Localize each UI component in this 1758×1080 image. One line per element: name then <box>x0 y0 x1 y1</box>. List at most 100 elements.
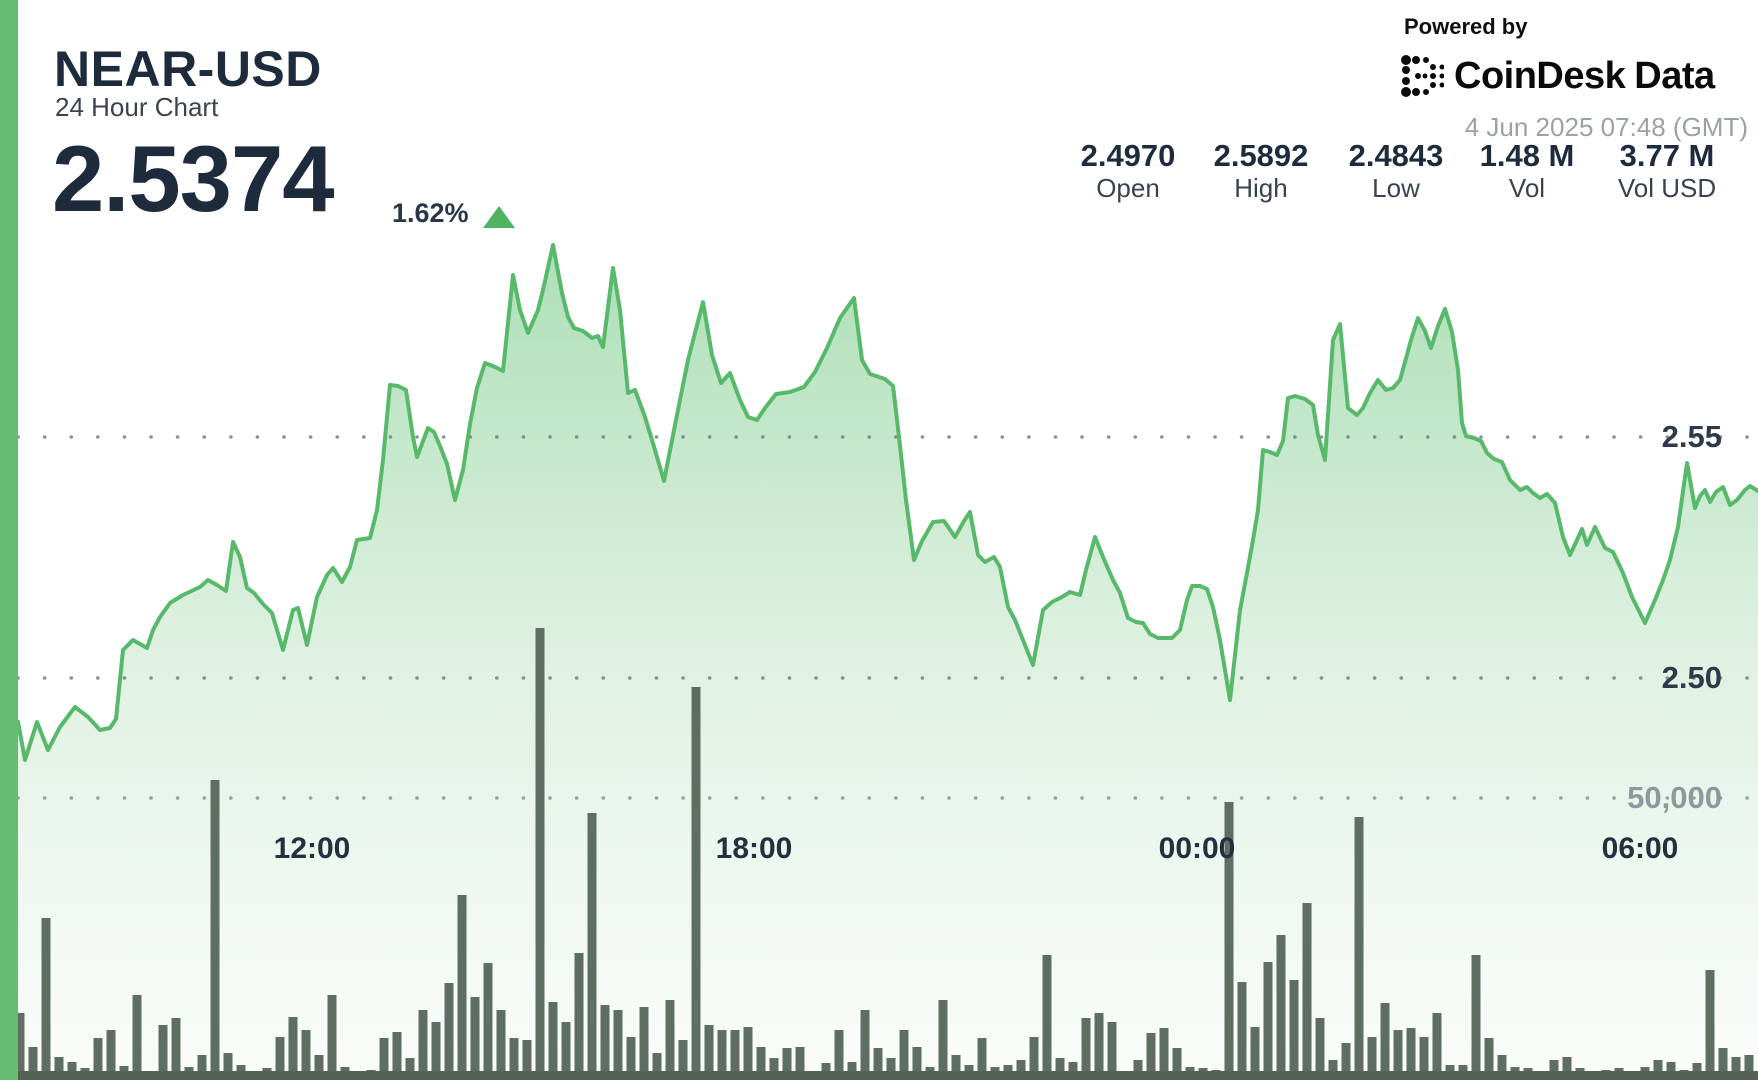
volume-bar <box>1029 1037 1039 1080</box>
volume-bar <box>1107 1022 1117 1080</box>
volume-bar <box>132 995 142 1080</box>
volume-bar <box>769 1058 779 1080</box>
volume-bar <box>717 1030 727 1080</box>
volume-bar <box>743 1027 753 1080</box>
volume-bar <box>587 813 597 1080</box>
volume-bar <box>431 1022 441 1080</box>
chart-timestamp: 4 Jun 2025 07:48 (GMT) <box>1464 112 1748 142</box>
volume-bar <box>301 1030 311 1080</box>
volume-bar <box>548 1002 558 1080</box>
volume-bar <box>782 1048 792 1080</box>
chart-subtitle: 24 Hour Chart <box>55 92 219 122</box>
volume-bar <box>314 1055 324 1080</box>
volume-bar <box>15 1013 25 1080</box>
volume-bar <box>1094 1013 1104 1080</box>
volume-bar <box>470 997 480 1080</box>
volume-bar <box>1497 1055 1507 1080</box>
volume-bar <box>938 1000 948 1080</box>
volume-bar <box>1471 955 1481 1080</box>
volume-bar <box>1016 1060 1026 1080</box>
volume-bar <box>1653 1060 1663 1080</box>
stat-label: Low <box>1372 173 1420 203</box>
volume-bar <box>1328 1060 1338 1080</box>
volume-bar <box>28 1047 38 1080</box>
volume-bar <box>652 1053 662 1080</box>
volume-bar <box>639 1007 649 1080</box>
volume-bar <box>158 1025 168 1080</box>
volume-bar <box>392 1032 402 1080</box>
price-area-fill <box>18 245 1758 1080</box>
volume-bar <box>834 1030 844 1080</box>
volume-bar <box>1484 1038 1494 1080</box>
volume-bar <box>457 895 467 1080</box>
volume-bar <box>41 918 51 1080</box>
volume-bar <box>418 1010 428 1080</box>
powered-by-label: Powered by <box>1404 14 1528 39</box>
stat-value: 1.48 M <box>1479 138 1575 173</box>
volume-bar <box>795 1047 805 1080</box>
volume-bar <box>886 1058 896 1080</box>
volume-bar <box>1042 955 1052 1080</box>
volume-bar <box>327 995 337 1080</box>
price-up-arrow-icon <box>483 206 515 228</box>
symbol-title: NEAR-USD <box>54 41 322 97</box>
volume-bar <box>405 1058 415 1080</box>
stat-label: Vol USD <box>1617 173 1717 203</box>
volume-bar <box>1419 1037 1429 1080</box>
volume-bar <box>379 1038 389 1080</box>
volume-bar <box>899 1030 909 1080</box>
stat-label: Vol <box>1508 173 1546 203</box>
stats-row: 2.4970 Open 2.5892 High 2.4843 Low 1.48 M Vol 3.… <box>0 0 1758 220</box>
volume-bar <box>1133 1060 1143 1080</box>
volume-bar <box>171 1018 181 1080</box>
volume-bar <box>1289 980 1299 1080</box>
volume-bar <box>535 628 545 1080</box>
volume-bar <box>288 1017 298 1080</box>
volume-bar <box>444 983 454 1080</box>
volume-bar <box>704 1025 714 1080</box>
volume-bar <box>912 1047 922 1080</box>
volume-bar <box>1406 1028 1416 1080</box>
volume-bar <box>691 687 701 1080</box>
volume-bar <box>1159 1028 1169 1080</box>
volume-bar <box>275 1037 285 1080</box>
volume-bar <box>1250 1027 1260 1080</box>
volume-bar <box>860 1010 870 1080</box>
volume-bar <box>1263 962 1273 1080</box>
volume-bar <box>522 1040 532 1080</box>
volume-bar <box>210 780 220 1080</box>
volume-bar <box>1367 1037 1377 1080</box>
volume-bar <box>665 1000 675 1080</box>
volume-bar <box>1380 1003 1390 1080</box>
volume-bar <box>93 1038 103 1080</box>
volume-bar <box>1549 1060 1559 1080</box>
price-change-percent: 1.62% <box>392 198 469 228</box>
volume-bar <box>1276 935 1286 1080</box>
coindesk-word: CoinDesk <box>1454 54 1626 97</box>
volume-bar <box>1081 1018 1091 1080</box>
volume-bar <box>509 1038 519 1080</box>
volume-bar <box>1705 970 1715 1080</box>
coindesk-logo-icon <box>1401 55 1444 97</box>
coindesk-logo-text: CoinDesk Data <box>1454 55 1715 98</box>
data-word: Data <box>1634 54 1715 97</box>
volume-bar <box>1315 1018 1325 1080</box>
volume-bar <box>873 1048 883 1080</box>
volume-bar <box>483 963 493 1080</box>
volume-bar <box>600 1005 610 1080</box>
volume-bar <box>1146 1033 1156 1080</box>
volume-bar <box>1172 1048 1182 1080</box>
volume-bar <box>223 1053 233 1080</box>
stat-value: 2.4970 <box>1080 138 1176 173</box>
volume-bar <box>977 1038 987 1080</box>
current-price: 2.5374 <box>52 126 335 231</box>
stat-label: Open <box>1096 173 1160 203</box>
stat-value: 3.77 M <box>1619 138 1715 173</box>
volume-bar <box>951 1055 961 1080</box>
volume-bar <box>1393 1030 1403 1080</box>
volume-bar <box>626 1037 636 1080</box>
stat-value: 2.4843 <box>1348 138 1444 173</box>
